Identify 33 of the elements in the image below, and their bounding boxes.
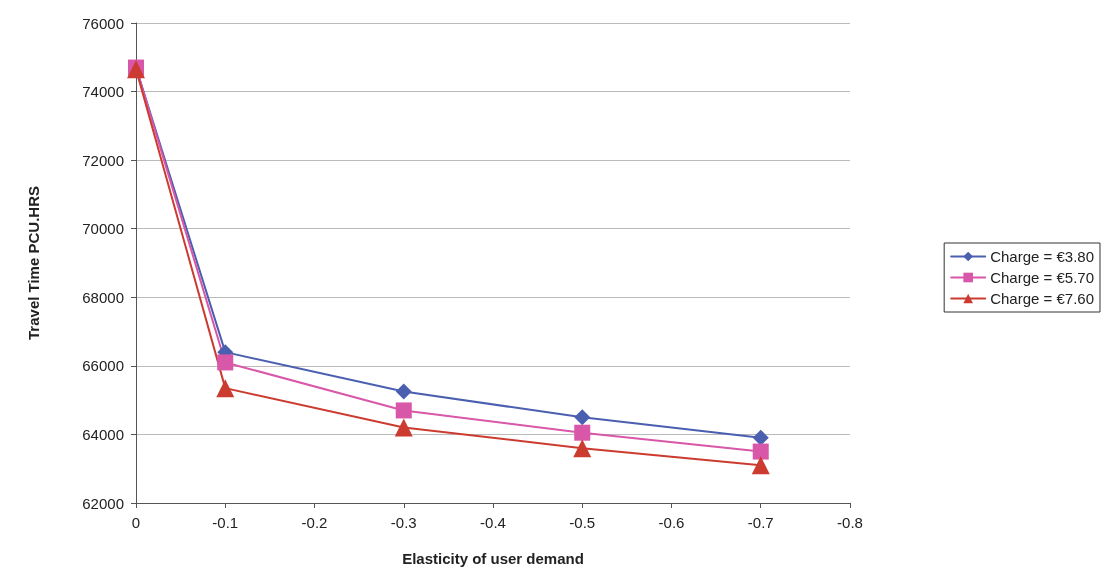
y-tick-label: 72000 [82, 151, 124, 169]
y-tick-label: 70000 [82, 220, 124, 238]
point [574, 424, 591, 441]
legend-label: Charge = €7.60 [990, 290, 1094, 307]
y-tick-label: 66000 [82, 357, 124, 375]
x-tick-label: -0.1 [212, 514, 239, 531]
x-tick-label: -0.8 [837, 514, 863, 531]
y-tick-label: 68000 [82, 288, 124, 306]
point [394, 418, 413, 437]
point [752, 443, 769, 460]
x-tick-label: -0.4 [480, 514, 506, 531]
point [573, 439, 592, 458]
legend-label: Charge = €3.80 [990, 248, 1094, 265]
y-tick-label: 64000 [82, 425, 124, 443]
x-axis-title: Elasticity of user demand [402, 550, 584, 567]
point [395, 402, 412, 419]
x-tick-label: 0 [131, 514, 141, 531]
point [395, 383, 412, 400]
y-tick-label: 74000 [82, 83, 124, 101]
point [216, 379, 235, 398]
point [217, 354, 234, 371]
x-tick-label: -0.6 [658, 514, 685, 531]
x-tick-label: -0.5 [569, 514, 596, 531]
point [574, 409, 591, 426]
legend-label: Charge = €5.70 [990, 269, 1094, 286]
y-tick-label: 76000 [82, 14, 124, 32]
point [752, 429, 769, 446]
point [751, 456, 770, 475]
x-tick-label: -0.3 [390, 514, 417, 531]
y-axis-title: Travel Time PCU.HRS [25, 186, 42, 340]
y-tick-label: 62000 [82, 494, 124, 512]
x-tick-label: -0.2 [301, 514, 328, 531]
x-tick-label: -0.7 [747, 514, 774, 531]
